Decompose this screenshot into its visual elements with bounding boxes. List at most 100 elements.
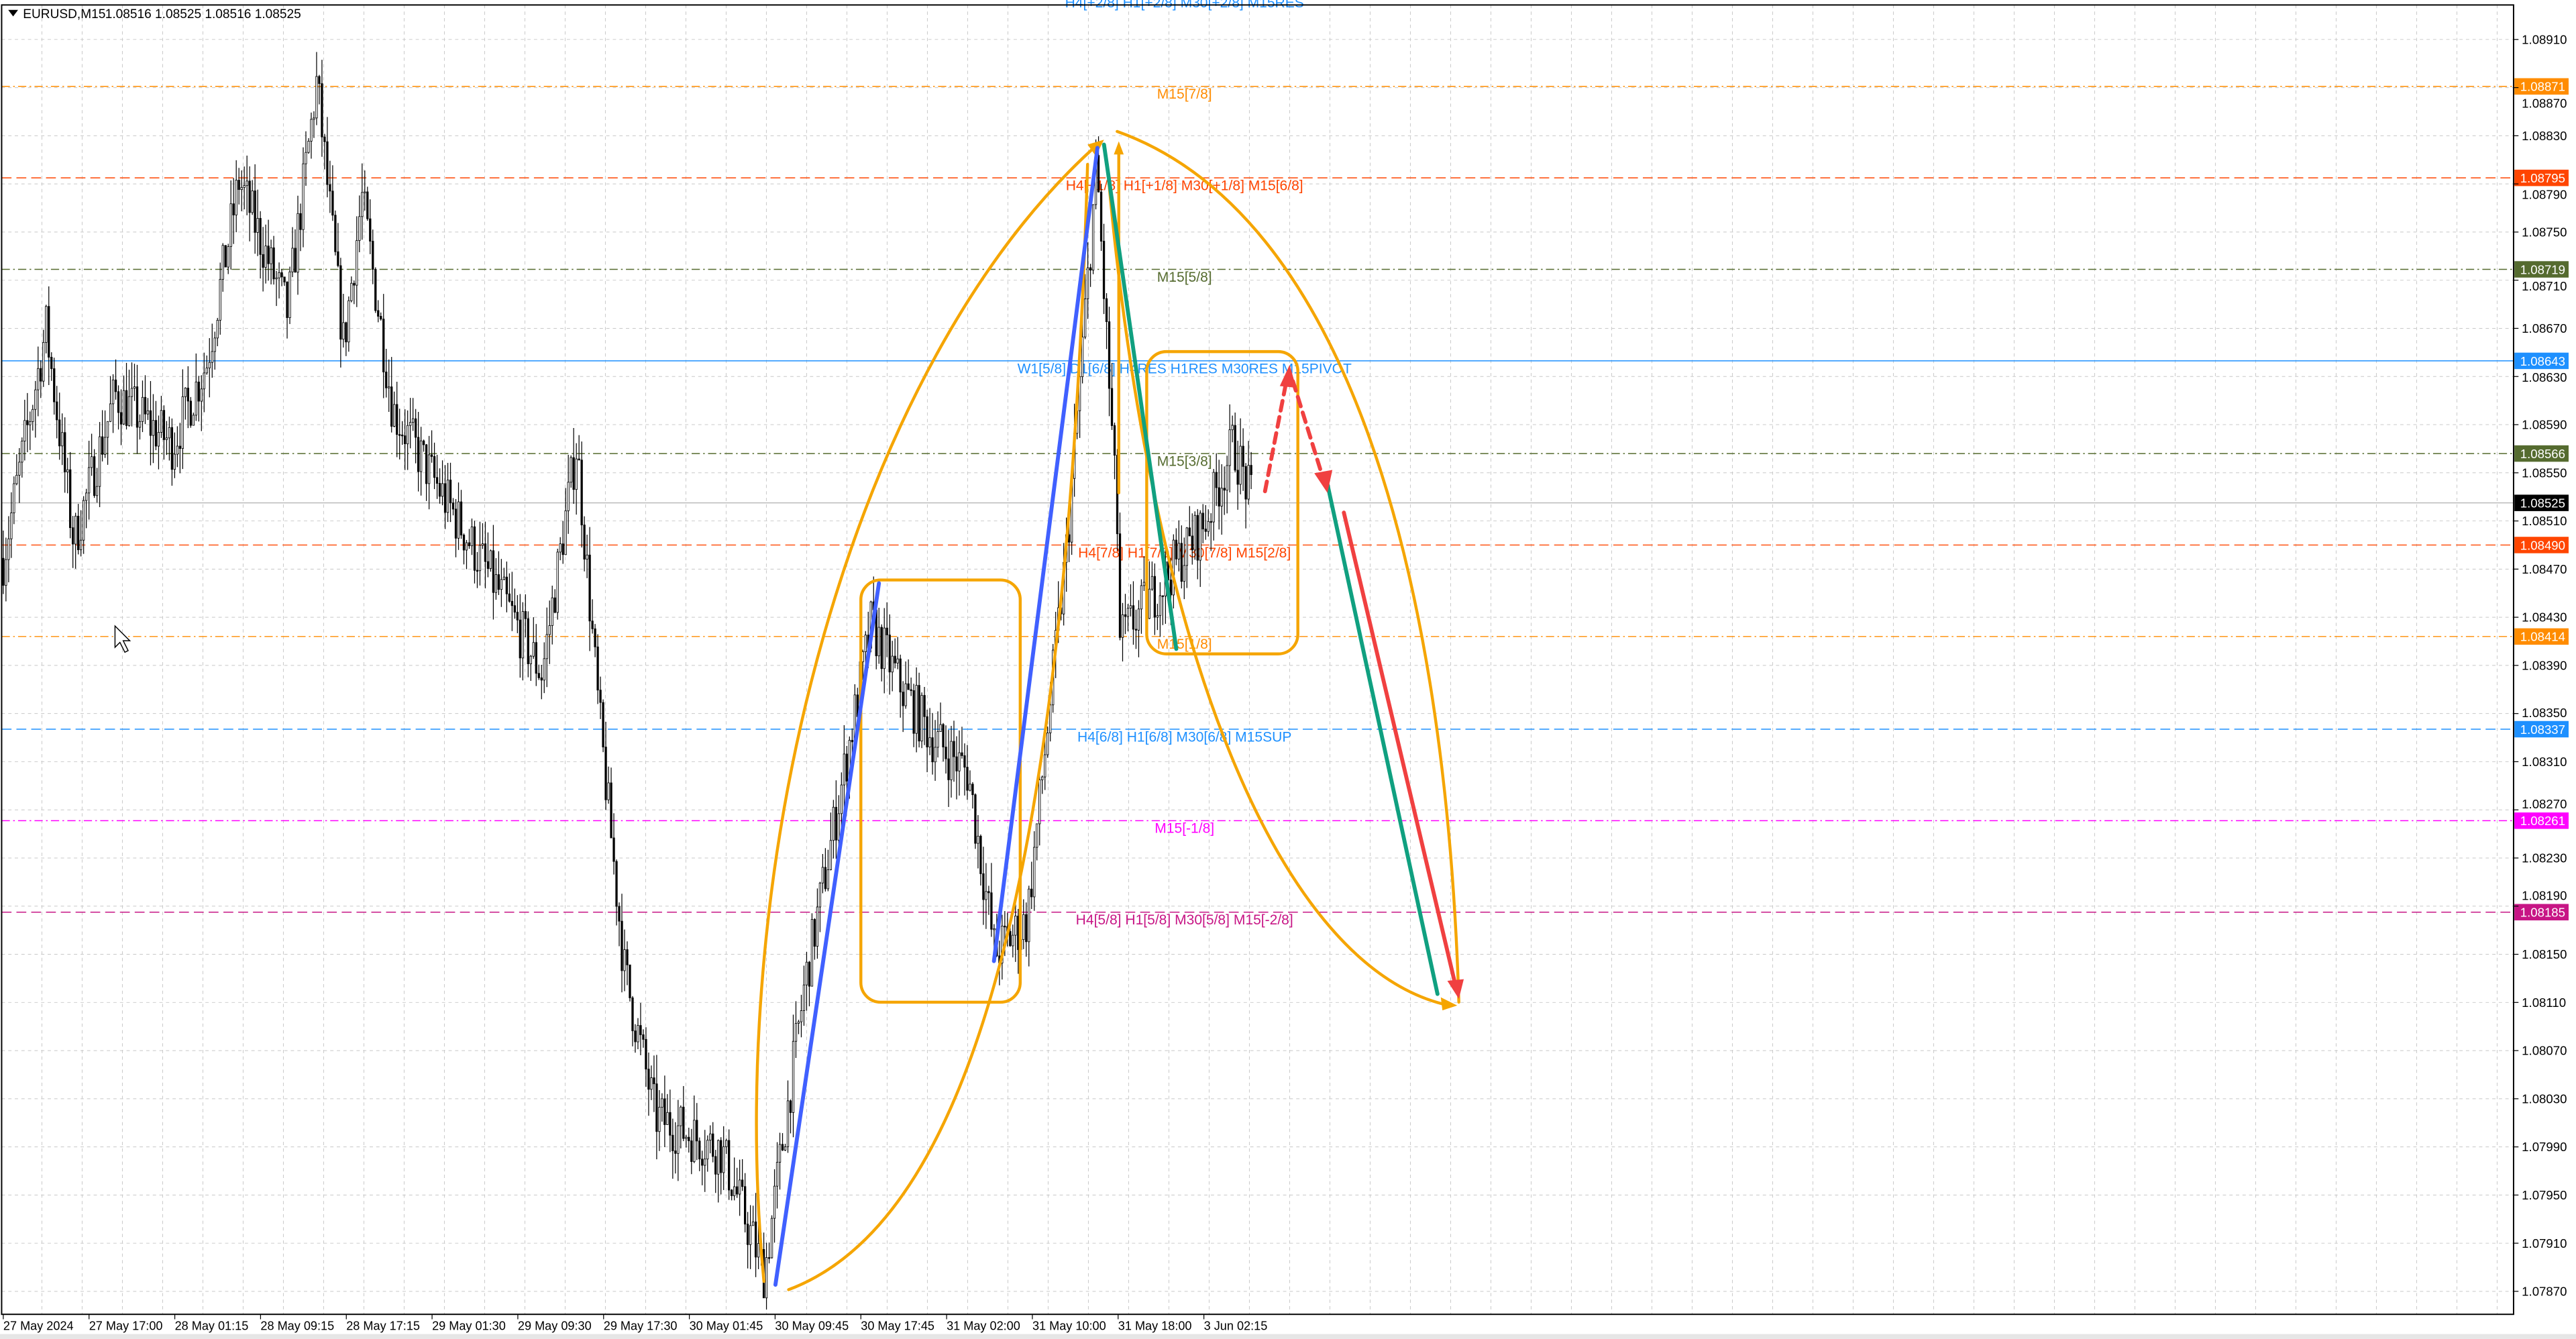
candle xyxy=(1014,916,1017,936)
candle xyxy=(227,246,229,268)
orange-arc-right[interactable] xyxy=(1116,129,1460,1004)
candle xyxy=(731,1189,733,1196)
candle xyxy=(701,1159,704,1166)
candle xyxy=(1009,931,1012,947)
candle xyxy=(409,422,412,426)
candle xyxy=(891,655,894,673)
price-tick-label: 1.08150 xyxy=(2522,947,2567,961)
candle xyxy=(334,215,337,252)
candle xyxy=(985,891,987,900)
price-tag-label: 1.08795 xyxy=(2520,171,2565,185)
consolidation-box-1[interactable] xyxy=(859,578,1022,1004)
candle xyxy=(489,550,492,569)
forecast-dashed-down[interactable] xyxy=(1291,379,1325,479)
candle xyxy=(591,621,594,629)
orange-arc-left[interactable] xyxy=(755,143,1099,1283)
candle xyxy=(388,386,390,388)
candle xyxy=(1169,579,1172,596)
price-tick-label: 1.08870 xyxy=(2522,96,2567,110)
candle xyxy=(594,628,596,647)
orange-arc-inner-right[interactable] xyxy=(1106,162,1451,1008)
candle xyxy=(1196,515,1199,561)
candle xyxy=(953,741,955,757)
candle xyxy=(733,1186,736,1196)
candle xyxy=(1102,241,1106,299)
level-label: H4[5/8] H1[5/8] M30[5/8] M15[-2/8] xyxy=(1076,912,1293,928)
candle xyxy=(786,1100,790,1147)
candle xyxy=(299,213,302,230)
candle xyxy=(775,1162,779,1187)
level-label: M15[1/8] xyxy=(1157,637,1212,652)
candle xyxy=(433,456,436,478)
candle xyxy=(934,747,936,763)
candle xyxy=(77,515,80,551)
triangle-down-icon[interactable] xyxy=(8,9,18,17)
price-tick-label: 1.08430 xyxy=(2522,610,2567,625)
impulse-line-2[interactable] xyxy=(991,146,1099,963)
candle xyxy=(797,1021,800,1024)
candle xyxy=(685,1136,688,1139)
grid xyxy=(1,5,2514,1315)
candle xyxy=(404,435,407,445)
candle xyxy=(939,724,942,732)
candle xyxy=(476,570,479,572)
candle xyxy=(130,388,133,397)
candle xyxy=(329,184,331,192)
time-tick-label: 3 Jun 02:15 xyxy=(1204,1319,1268,1332)
candle xyxy=(899,658,902,693)
candle xyxy=(623,949,626,971)
price-tag xyxy=(2514,78,2569,95)
candle xyxy=(315,76,318,119)
candle xyxy=(1183,565,1185,582)
candle xyxy=(728,1140,731,1191)
candle xyxy=(117,391,120,413)
candle xyxy=(111,379,115,405)
candle xyxy=(1041,776,1044,780)
candle xyxy=(505,576,508,594)
price-tag xyxy=(2514,812,2569,829)
impulse-line-1[interactable] xyxy=(773,581,881,1287)
price-tag-label: 1.08490 xyxy=(2520,538,2565,552)
projection-line-2[interactable] xyxy=(1324,474,1440,996)
candle xyxy=(583,525,586,559)
candle xyxy=(229,203,232,247)
forecast-line[interactable] xyxy=(1342,511,1458,988)
candle xyxy=(50,357,53,369)
candle xyxy=(1236,470,1239,485)
candle xyxy=(449,480,452,504)
candle xyxy=(749,1225,752,1245)
candle xyxy=(170,427,174,470)
price-tag xyxy=(2514,628,2569,645)
candle xyxy=(813,919,816,947)
candle xyxy=(53,368,56,403)
candle xyxy=(661,1098,663,1108)
price-tick-label: 1.07990 xyxy=(2522,1140,2567,1154)
candle xyxy=(1121,614,1124,638)
consolidation-box-2[interactable] xyxy=(1145,350,1299,655)
candle xyxy=(570,457,572,483)
candle xyxy=(599,690,602,703)
time-axis[interactable]: 27 May 2024 27 May 17:00 28 May 01:15 28 Ma… xyxy=(3,1314,1267,1332)
candle xyxy=(106,421,109,438)
candle xyxy=(382,319,385,372)
candle xyxy=(556,551,559,613)
arrowhead-icon xyxy=(1440,997,1458,1011)
candle xyxy=(1116,455,1119,535)
orange-arc-inner-left[interactable] xyxy=(787,162,1089,1291)
candle xyxy=(524,611,527,619)
level-label: M15[-1/8] xyxy=(1155,821,1214,837)
candle xyxy=(492,550,495,593)
projection-line-1[interactable] xyxy=(1102,142,1179,651)
candle xyxy=(551,597,553,626)
price-tag xyxy=(2514,904,2569,920)
candle xyxy=(754,1221,757,1258)
candle xyxy=(961,752,963,756)
price-tag-label: 1.08525 xyxy=(2520,496,2565,511)
forecast-dashed-up[interactable] xyxy=(1263,379,1289,494)
time-tick-label: 29 May 17:30 xyxy=(604,1319,678,1332)
candle xyxy=(178,445,182,449)
price-axis[interactable]: 1.08871 1.08795 1.08719 1.08643 1.08566 1.084… xyxy=(2513,32,2569,1299)
candle xyxy=(789,1100,792,1113)
candle xyxy=(414,418,417,438)
